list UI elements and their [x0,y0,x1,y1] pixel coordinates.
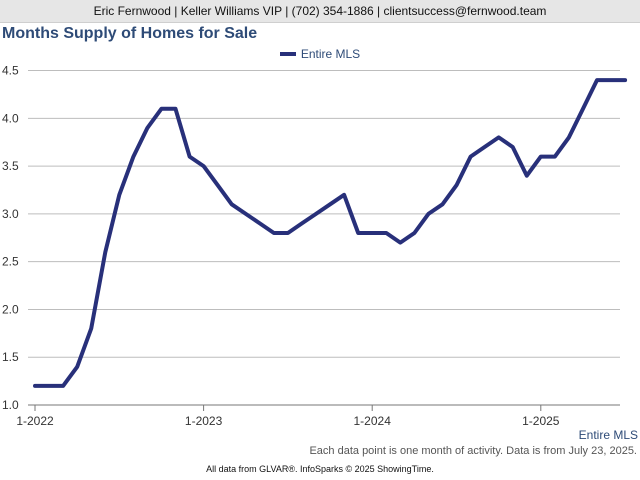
series-end-label: Entire MLS [579,428,638,442]
x-tick-label: 1-2022 [16,414,54,428]
credit-line: All data from GLVAR®. InfoSparks © 2025 … [206,464,434,474]
x-tick-label: 1-2023 [185,414,223,428]
grid-lines [28,70,620,358]
y-tick-label: 3.5 [2,159,19,173]
y-tick-label: 2.0 [2,302,19,316]
x-tick-label: 1-2025 [522,414,560,428]
x-tick-label: 1-2024 [354,414,392,428]
y-tick-label: 3.0 [2,207,19,221]
legend-swatch [279,51,296,56]
y-axis-ticks: 1.0 1.5 2.0 2.5 3.0 3.5 4.0 4.5 [2,64,19,412]
chart-title: Months Supply of Homes for Sale [2,25,258,42]
y-tick-label: 1.5 [2,350,19,364]
y-tick-label: 1.0 [2,398,19,412]
legend[interactable]: Entire MLS [0,47,640,61]
y-tick-label: 2.5 [2,255,19,269]
legend-label: Entire MLS [300,47,361,61]
footnote: Each data point is one month of activity… [309,445,637,457]
series-line-entire-mls [33,78,628,388]
y-tick-label: 4.0 [2,111,19,125]
y-tick-label: 4.5 [2,64,19,78]
x-axis-ticks: 1-2022 1-2023 1-2024 1-2025 [16,405,560,428]
header-contact-bar: Eric Fernwood | Keller Williams VIP | (7… [0,0,640,23]
